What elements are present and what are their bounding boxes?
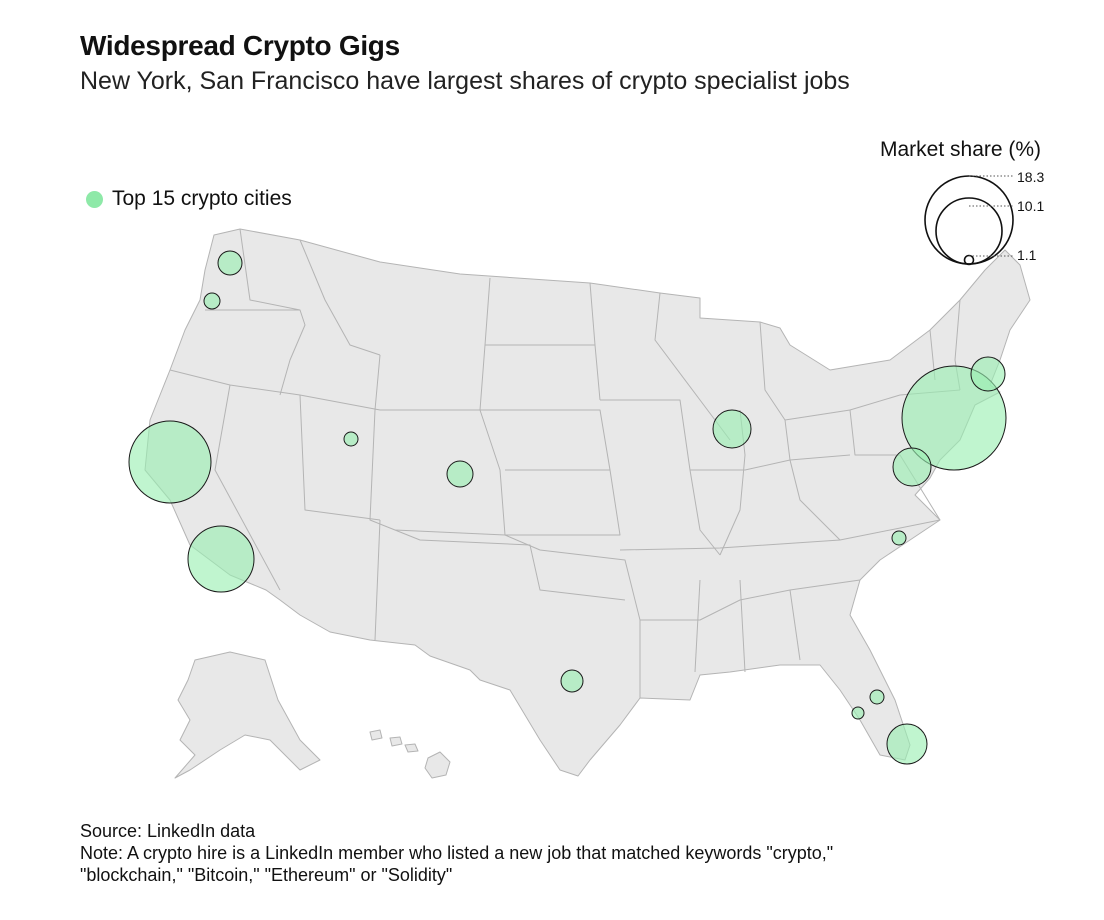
city-bubbles: [128, 250, 1007, 765]
city-bubble-portland: [203, 292, 221, 310]
contiguous-us-shape: [144, 228, 1031, 777]
city-bubble-washington-dc: [892, 447, 932, 487]
hawaii-islands: [369, 729, 419, 753]
chart-title: Widespread Crypto Gigs: [80, 30, 400, 61]
method-note-line-2: "blockchain," "Bitcoin," "Ethereum" or "…: [80, 865, 453, 885]
color-legend: Top 15 crypto cities: [86, 187, 292, 211]
city-bubble-austin: [560, 669, 584, 693]
hawaii-big-island: [424, 751, 451, 779]
size-label-medium: 10.1: [1017, 198, 1044, 214]
size-ring-small: [963, 254, 975, 266]
city-bubble-orlando: [869, 689, 885, 705]
size-ring-medium: [935, 197, 1003, 265]
city-bubble-tampa: [851, 706, 865, 720]
city-bubble-new-york: [901, 365, 1007, 471]
alaska-shape: [174, 651, 321, 779]
city-bubble-salt-lake-city: [343, 431, 359, 447]
chart-subtitle: New York, San Francisco have largest sha…: [80, 67, 850, 95]
city-bubble-miami: [886, 723, 928, 765]
city-bubble-charlotte: [891, 530, 907, 546]
source-note: Source: LinkedIn data: [80, 821, 256, 841]
size-legend: 18.3 10.1 1.1: [924, 169, 1044, 266]
legend-label: Top 15 crypto cities: [112, 187, 292, 210]
city-bubble-denver: [446, 460, 474, 488]
size-label-small: 1.1: [1017, 247, 1037, 263]
city-bubble-san-francisco: [128, 420, 212, 504]
city-bubble-los-angeles: [187, 525, 255, 593]
city-bubble-seattle: [217, 250, 243, 276]
map-land: [144, 228, 1031, 779]
size-legend-title: Market share (%): [880, 138, 1042, 161]
legend-dot-icon: [86, 190, 103, 208]
footer: Source: LinkedIn data Note: A crypto hir…: [80, 820, 1040, 886]
method-note-line-1: Note: A crypto hire is a LinkedIn member…: [80, 843, 834, 863]
city-bubble-boston: [970, 356, 1006, 392]
city-bubble-chicago: [712, 409, 752, 449]
size-label-large: 18.3: [1017, 169, 1044, 185]
